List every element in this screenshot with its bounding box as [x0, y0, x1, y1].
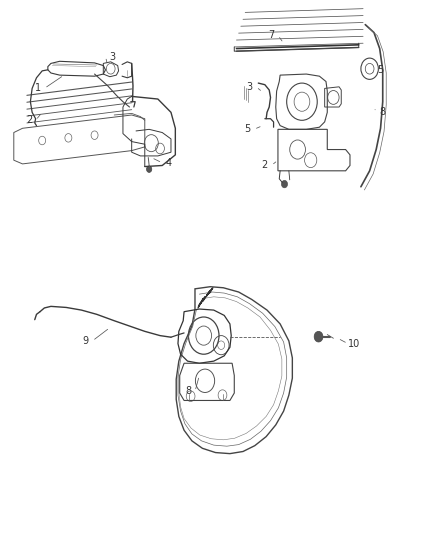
Text: 7: 7 — [268, 30, 275, 41]
Circle shape — [282, 180, 288, 188]
Text: 9: 9 — [83, 336, 89, 346]
Text: 1: 1 — [35, 83, 41, 93]
Text: 10: 10 — [348, 338, 360, 349]
Text: 3: 3 — [247, 82, 253, 92]
Text: 4: 4 — [166, 158, 172, 168]
Text: 5: 5 — [244, 124, 251, 134]
Text: 2: 2 — [26, 115, 32, 125]
Text: 2: 2 — [262, 160, 268, 171]
Text: 3: 3 — [109, 52, 115, 61]
Circle shape — [314, 332, 323, 342]
Text: 8: 8 — [380, 107, 386, 117]
Text: 5: 5 — [378, 65, 384, 75]
Circle shape — [147, 166, 152, 172]
Text: 8: 8 — [185, 386, 191, 397]
